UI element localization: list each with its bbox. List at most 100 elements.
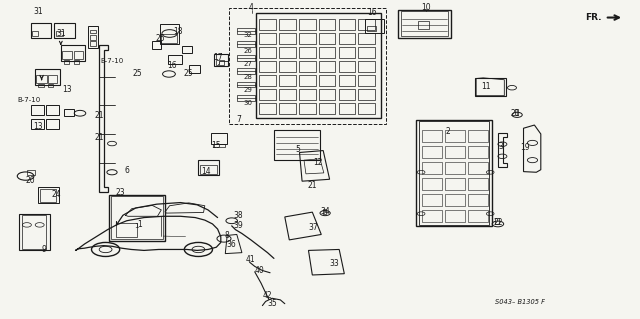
Bar [237,95,255,101]
Bar [445,162,465,174]
Bar [168,55,182,64]
Bar [358,47,375,58]
Bar [339,61,355,72]
Bar [279,33,296,44]
Bar [299,61,316,72]
Text: 20: 20 [26,176,36,185]
Text: 39: 39 [233,221,243,230]
Bar [445,146,465,158]
Bar [274,130,320,160]
Text: 27: 27 [244,61,253,67]
Bar [319,89,335,100]
Text: 10: 10 [420,3,431,11]
Bar [445,210,465,222]
Bar [445,178,465,190]
Bar [64,109,74,116]
Text: 31: 31 [56,29,66,38]
Bar [31,23,51,38]
Text: 13: 13 [62,85,72,94]
Text: 22: 22 [493,218,502,227]
Text: 23: 23 [115,189,125,197]
Bar [259,19,276,30]
Bar [445,130,465,142]
Bar [299,19,316,30]
Text: 16: 16 [367,8,378,17]
Text: 6: 6 [124,166,129,175]
Text: 25: 25 [132,69,143,78]
Bar [259,61,276,72]
Text: 3: 3 [498,142,503,151]
Bar [299,47,316,58]
Bar [475,78,506,96]
Bar [46,119,59,129]
Bar [62,51,72,59]
Bar [74,60,79,64]
Text: 21: 21 [511,109,520,118]
Bar [46,105,59,115]
Bar [111,196,163,239]
Text: 40: 40 [254,266,264,275]
Bar [445,194,465,206]
Bar [259,89,276,100]
Bar [259,75,276,86]
Bar [468,194,488,206]
Bar [56,31,63,36]
Text: 25: 25 [155,34,165,43]
Bar [279,75,296,86]
Bar [31,105,44,115]
Bar [422,194,442,206]
Text: 18: 18 [173,27,182,36]
Bar [358,75,375,86]
Bar [367,26,376,31]
Bar [31,119,44,129]
Bar [237,28,255,34]
Bar [299,103,316,114]
Text: 4: 4 [249,4,254,12]
Bar [416,120,492,226]
Bar [319,33,335,44]
Bar [27,170,35,175]
Bar [422,210,442,222]
Text: 33: 33 [329,259,339,268]
Bar [515,109,518,115]
Bar [419,121,489,225]
Bar [40,189,56,202]
Bar [90,35,96,40]
Bar [495,218,499,224]
Bar [339,19,355,30]
Bar [237,68,255,74]
Bar [259,103,276,114]
Bar [358,61,375,72]
Bar [339,75,355,86]
Bar [299,33,316,44]
Bar [216,60,224,65]
Text: 29: 29 [244,87,253,93]
Bar [299,75,316,86]
Bar [323,209,326,214]
Bar [319,61,335,72]
Bar [22,215,46,249]
Text: 21: 21 [95,111,104,120]
Bar [468,146,488,158]
Bar [48,84,53,87]
Text: 13: 13 [33,122,44,130]
Bar [339,47,355,58]
Bar [358,19,375,30]
Text: FR.: FR. [585,13,602,22]
Text: 25: 25 [184,69,194,78]
Bar [422,162,442,174]
Bar [422,130,442,142]
Text: 42: 42 [262,291,273,300]
Text: 9: 9 [41,245,46,254]
Text: 35: 35 [267,299,277,308]
Bar [422,146,442,158]
Bar [54,23,75,38]
Bar [237,55,255,61]
Bar [211,133,227,144]
Text: 34: 34 [320,207,330,216]
Bar [319,103,335,114]
Text: 41: 41 [246,256,256,264]
Bar [160,24,179,44]
Bar [468,162,488,174]
Bar [198,160,219,175]
